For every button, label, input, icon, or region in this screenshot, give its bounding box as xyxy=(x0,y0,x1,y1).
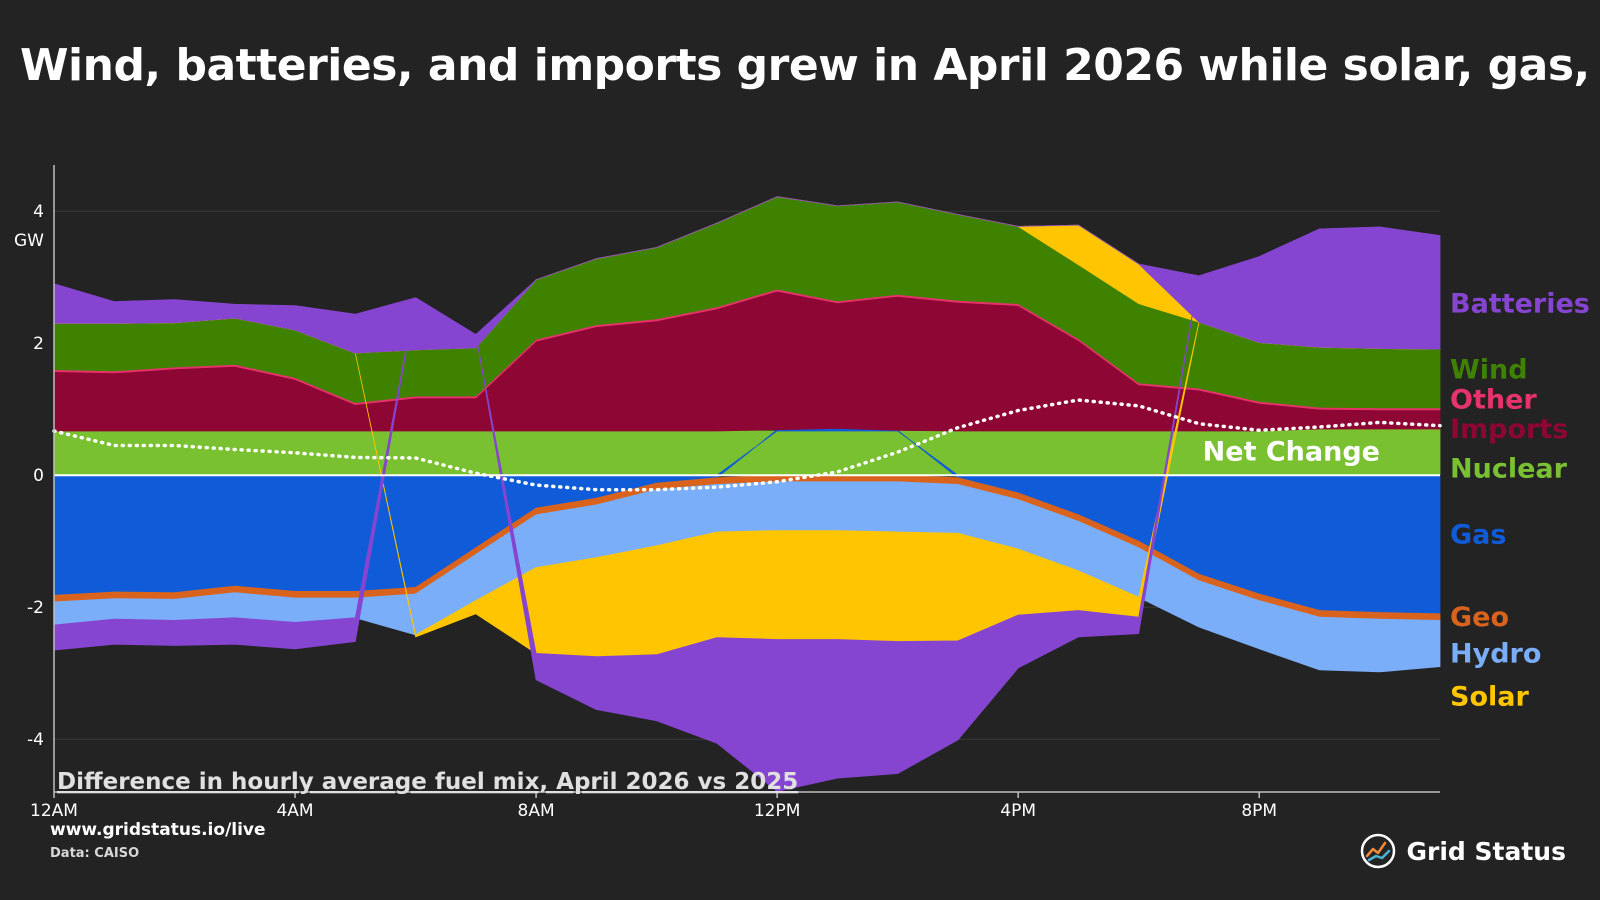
label-batteries: Batteries xyxy=(1450,289,1590,320)
area-batteries-below-zero xyxy=(53,226,1441,792)
brand: Grid Status xyxy=(1359,832,1566,870)
label-gas: Gas xyxy=(1450,520,1506,551)
net-change-line xyxy=(52,398,1442,492)
x-tick-label: 4PM xyxy=(1000,801,1036,821)
net-change-label: Net Change xyxy=(1203,437,1380,468)
grid-status-logo-icon xyxy=(1360,833,1395,869)
brand-name: Grid Status xyxy=(1406,836,1566,866)
x-tick-label: 8AM xyxy=(518,801,555,821)
y-tick-label: -2 xyxy=(27,598,44,618)
y-tick-label: 2 xyxy=(33,334,44,354)
footer-url[interactable]: www.gridstatus.io/live xyxy=(50,820,266,840)
label-imports: Imports xyxy=(1450,414,1568,445)
y-axis-label: GW xyxy=(14,231,44,251)
x-tick-label: 12AM xyxy=(30,801,78,821)
y-tick-label: 4 xyxy=(33,202,44,222)
label-nuclear: Nuclear xyxy=(1450,454,1568,485)
label-geo: Geo xyxy=(1450,602,1509,633)
y-tick-label: -4 xyxy=(27,730,44,750)
chart-subtitle: Difference in hourly average fuel mix, A… xyxy=(57,769,798,795)
label-solar: Solar xyxy=(1450,681,1529,712)
y-tick-label: 0 xyxy=(33,466,44,486)
axes: -4 -2 0 2 4 GW 12AM 4AM 8AM 12PM 4PM 8PM Difference … xyxy=(14,165,1440,821)
area-batteries xyxy=(53,196,1441,354)
chart-title: Wind, batteries, and imports grew in Apr… xyxy=(20,40,1600,91)
x-tick-label: 8PM xyxy=(1241,801,1277,821)
x-tick-label: 12PM xyxy=(754,801,801,821)
label-other: Other xyxy=(1450,384,1537,415)
label-hydro: Hydro xyxy=(1450,638,1541,669)
label-wind: Wind xyxy=(1450,355,1528,386)
stacked-areas xyxy=(53,196,1441,792)
x-tick-label: 4AM xyxy=(276,801,313,821)
data-source: Data: CAISO xyxy=(50,846,140,861)
net-change-layer: Net Change xyxy=(52,398,1442,492)
